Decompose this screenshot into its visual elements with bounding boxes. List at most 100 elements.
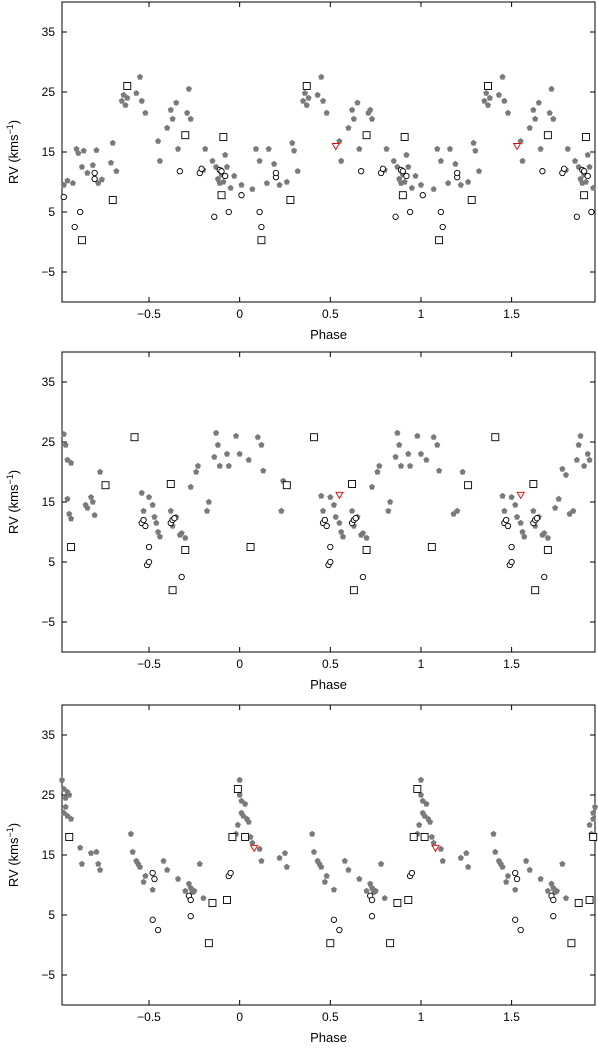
data-point-filled bbox=[240, 812, 247, 819]
data-point-filled bbox=[182, 887, 189, 894]
data-point-open-circle bbox=[533, 515, 541, 522]
data-point-open-circle bbox=[512, 916, 519, 923]
data-point-filled bbox=[332, 513, 339, 520]
data-point-filled bbox=[265, 145, 272, 152]
data-point-open-circle bbox=[327, 543, 334, 551]
panel-3-frame bbox=[61, 704, 596, 1006]
data-point-filled bbox=[231, 172, 238, 179]
panel-2-y-axis-label: RV (kms−1) bbox=[5, 470, 21, 534]
data-point-filled bbox=[584, 151, 591, 158]
data-point-filled bbox=[345, 124, 352, 131]
data-point-filled bbox=[136, 863, 143, 870]
data-point-filled bbox=[187, 884, 194, 891]
data-point-filled bbox=[336, 138, 343, 144]
data-point-filled bbox=[87, 850, 95, 856]
data-point-open-circle bbox=[330, 916, 338, 923]
data-point-filled bbox=[321, 878, 328, 885]
data-point-filled bbox=[276, 181, 283, 188]
data-point-filled bbox=[541, 530, 548, 536]
data-point-filled bbox=[156, 533, 163, 540]
data-point-filled bbox=[233, 432, 240, 439]
data-point-filled bbox=[167, 507, 174, 514]
data-point-open-square bbox=[427, 543, 436, 551]
data-point-open-circle bbox=[504, 522, 512, 530]
data-point-open-square bbox=[233, 785, 242, 793]
data-point-filled bbox=[548, 880, 555, 887]
data-point-open-circle bbox=[403, 172, 410, 180]
data-point-filled bbox=[577, 432, 584, 439]
data-point-red-triangle bbox=[335, 491, 344, 500]
data-point-filled bbox=[93, 147, 100, 153]
data-point-filled bbox=[368, 884, 376, 891]
data-point-filled bbox=[586, 456, 593, 463]
data-point-filled bbox=[276, 854, 283, 861]
y-tick-label: 15 bbox=[42, 495, 56, 509]
data-point-filled bbox=[258, 857, 265, 864]
data-point-filled bbox=[320, 507, 327, 514]
data-point-filled bbox=[140, 507, 147, 514]
y-tick-label: 5 bbox=[48, 908, 55, 922]
data-point-filled bbox=[214, 175, 221, 182]
data-point-filled bbox=[249, 186, 256, 192]
data-point-open-circle bbox=[512, 869, 519, 877]
data-point-filled bbox=[184, 109, 191, 116]
data-point-open-square bbox=[257, 236, 266, 245]
y-tick-label: 25 bbox=[42, 85, 56, 99]
data-point-filled bbox=[236, 450, 243, 457]
data-point-filled bbox=[149, 886, 156, 893]
data-point-open-square bbox=[168, 586, 177, 595]
data-point-filled bbox=[191, 887, 198, 894]
data-point-filled bbox=[492, 848, 499, 855]
data-point-filled bbox=[465, 863, 472, 870]
data-point-open-square bbox=[65, 833, 74, 841]
data-point-filled bbox=[178, 530, 185, 536]
data-point-filled bbox=[504, 872, 512, 879]
data-point-open-circle bbox=[359, 573, 367, 581]
y-tick-label: 35 bbox=[42, 375, 56, 389]
data-point-filled bbox=[423, 800, 430, 807]
data-point-filled bbox=[156, 157, 163, 164]
x-tick-label: 1.5 bbox=[503, 657, 520, 671]
panel-3-marks bbox=[58, 776, 598, 948]
panel-3-y-label-unit-exponent: −1 bbox=[5, 827, 15, 837]
data-point-filled bbox=[89, 162, 96, 168]
data-point-filled bbox=[93, 848, 100, 855]
data-point-open-circle bbox=[437, 208, 445, 216]
data-point-filled bbox=[283, 863, 290, 870]
data-point-filled bbox=[160, 857, 167, 864]
data-point-filled bbox=[122, 102, 129, 108]
data-point-filled bbox=[318, 492, 325, 499]
data-point-filled bbox=[591, 803, 598, 810]
data-point-filled bbox=[368, 115, 376, 122]
panel-3-ticks: −0.5 0 0.5 1 1.5 −5 5 15 25 35 bbox=[41, 705, 595, 1024]
data-point-filled bbox=[397, 462, 405, 469]
data-point-open-circle bbox=[238, 192, 245, 199]
data-point-filled bbox=[338, 157, 345, 164]
data-point-open-square bbox=[491, 433, 500, 442]
x-tick-label: −0.5 bbox=[137, 1010, 161, 1024]
data-point-open-circle bbox=[225, 208, 232, 216]
data-point-filled bbox=[387, 498, 394, 505]
data-point-filled bbox=[303, 102, 310, 108]
data-point-filled bbox=[434, 441, 441, 448]
y-tick-label: 15 bbox=[42, 145, 56, 159]
data-point-open-square bbox=[386, 939, 395, 948]
data-point-filled bbox=[185, 85, 192, 92]
data-point-open-square bbox=[282, 481, 291, 490]
data-point-filled bbox=[203, 507, 211, 514]
data-point-open-square bbox=[409, 833, 418, 841]
data-point-open-circle bbox=[580, 168, 588, 175]
data-point-filled bbox=[564, 145, 571, 152]
data-point-filled bbox=[64, 456, 71, 463]
data-point-open-circle bbox=[71, 223, 78, 231]
data-point-open-square bbox=[589, 833, 598, 841]
data-point-filled bbox=[405, 450, 412, 457]
data-point-filled bbox=[236, 776, 243, 783]
data-point-filled bbox=[256, 845, 263, 852]
data-point-filled bbox=[256, 157, 263, 164]
data-point-filled bbox=[378, 860, 385, 867]
data-point-filled bbox=[499, 73, 506, 80]
data-point-filled bbox=[238, 797, 245, 804]
data-point-filled bbox=[526, 124, 533, 131]
data-point-open-circle bbox=[211, 213, 218, 220]
